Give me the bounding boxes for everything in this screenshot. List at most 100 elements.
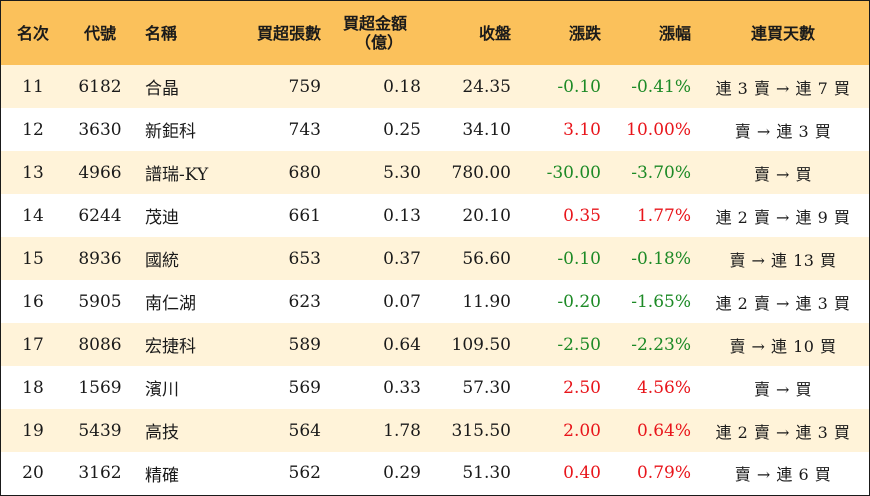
cell-streak: 賣 → 連 13 買 [729,250,837,270]
cell-amount: 0.25 [383,119,421,140]
header-net-lots: 買超張數 [256,23,321,43]
cell-code: 6182 [78,76,122,97]
cell-code: 1569 [78,377,122,398]
cell-net-lots: 661 [288,205,321,226]
cell-code: 8936 [78,248,122,269]
cell-close: 20.10 [462,205,511,226]
cell-name: 新鉅科 [145,122,196,142]
header-close: 收盤 [478,23,511,43]
cell-pct: 10.00% [626,119,691,140]
cell-amount: 1.78 [383,420,421,441]
cell-close: 34.10 [462,119,511,140]
cell-streak: 賣 → 買 [753,164,813,184]
cell-change: 0.35 [563,205,601,226]
cell-net-lots: 759 [288,76,321,97]
cell-code: 3630 [78,119,122,140]
cell-close: 51.30 [462,463,511,483]
cell-change: -0.10 [557,76,601,97]
header-code: 代號 [83,23,116,43]
table-row: 19 5439 高技 564 1.78 315.50 2.00 0.64% 連 … [1,409,869,452]
cell-change: -30.00 [546,162,601,183]
cell-name: 精確 [145,465,179,486]
cell-code: 5905 [78,291,122,312]
cell-streak: 連 3 賣 → 連 7 買 [715,78,851,98]
cell-close: 315.50 [451,420,511,441]
cell-name: 合晶 [145,79,179,99]
cell-pct: 4.56% [636,377,691,398]
cell-streak: 連 2 賣 → 連 3 買 [715,422,851,442]
cell-change: -0.20 [557,291,601,312]
table-header: 名次 代號 名稱 買超張數 買超金額 （億） 收盤 漲跌 漲幅 連買天數 [1,1,869,65]
table-row: 11 6182 合晶 759 0.18 24.35 -0.10 -0.41% 連… [1,65,869,108]
header-amount: 買超金額 （億） [327,1,427,65]
table-row: 15 8936 國統 653 0.37 56.60 -0.10 -0.18% 賣… [1,237,869,280]
cell-streak: 賣 → 連 6 買 [734,465,832,484]
cell-pct: 1.77% [636,205,691,226]
header-streak: 連買天數 [750,23,815,43]
cell-amount: 0.18 [383,76,421,97]
cell-close: 56.60 [462,248,511,269]
cell-rank: 16 [22,291,44,312]
cell-code: 8086 [78,334,122,355]
cell-net-lots: 562 [288,463,321,483]
cell-code: 4966 [78,162,122,183]
cell-close: 57.30 [462,377,511,398]
cell-net-lots: 743 [288,119,321,140]
cell-pct: -0.41% [631,76,691,97]
header-amount-line2: （億） [354,33,403,52]
cell-name: 茂迪 [145,208,179,228]
cell-name: 譜瑞-KY [145,165,209,185]
cell-net-lots: 589 [288,334,321,355]
cell-change: 2.00 [563,420,601,441]
cell-streak: 賣 → 連 3 買 [734,121,832,141]
cell-amount: 0.64 [383,334,421,355]
table-row: 12 3630 新鉅科 743 0.25 34.10 3.10 10.00% 賣… [1,108,869,151]
cell-code: 3162 [78,463,122,483]
cell-rank: 14 [22,205,44,226]
cell-rank: 19 [22,420,44,441]
cell-rank: 17 [22,334,44,355]
cell-amount: 0.33 [383,377,421,398]
cell-pct: -1.65% [631,291,691,312]
table-row: 16 5905 南仁湖 623 0.07 11.90 -0.20 -1.65% … [1,280,869,323]
header-row: 名次 代號 名稱 買超張數 買超金額 （億） 收盤 漲跌 漲幅 連買天數 [1,1,869,65]
cell-net-lots: 653 [288,248,321,269]
cell-streak: 連 2 賣 → 連 3 買 [715,293,851,313]
cell-close: 109.50 [451,334,511,355]
cell-pct: 0.79% [636,463,691,483]
cell-pct: 0.64% [636,420,691,441]
cell-pct: -3.70% [631,162,691,183]
table-row: 20 3162 精確 562 0.29 51.30 0.40 0.79% 賣 →… [1,452,869,494]
cell-close: 780.00 [451,162,511,183]
cell-change: 3.10 [563,119,601,140]
cell-net-lots: 564 [288,420,321,441]
cell-amount: 0.29 [383,463,421,483]
header-name: 名稱 [145,23,178,43]
cell-change: 0.40 [563,463,601,483]
cell-net-lots: 680 [288,162,321,183]
cell-rank: 12 [22,119,44,140]
cell-name: 國統 [145,251,179,271]
cell-amount: 5.30 [383,162,421,183]
cell-code: 5439 [78,420,122,441]
cell-amount: 0.07 [383,291,421,312]
cell-amount: 0.13 [383,205,421,226]
cell-name: 高技 [145,423,179,443]
table-row: 14 6244 茂迪 661 0.13 20.10 0.35 1.77% 連 2… [1,194,869,237]
cell-close: 24.35 [462,76,511,97]
cell-rank: 11 [22,76,44,97]
header-amount-line1: 買超金額 [342,14,407,33]
cell-rank: 20 [22,463,44,483]
header-change: 漲跌 [568,23,601,43]
cell-streak: 賣 → 買 [753,379,813,399]
cell-pct: -0.18% [631,248,691,269]
table-row: 17 8086 宏捷科 589 0.64 109.50 -2.50 -2.23%… [1,323,869,366]
cell-net-lots: 623 [288,291,321,312]
cell-code: 6244 [78,205,122,226]
cell-streak: 賣 → 連 10 買 [729,336,837,356]
cell-name: 宏捷科 [145,337,196,357]
cell-rank: 13 [22,162,44,183]
header-pct: 漲幅 [658,23,691,43]
